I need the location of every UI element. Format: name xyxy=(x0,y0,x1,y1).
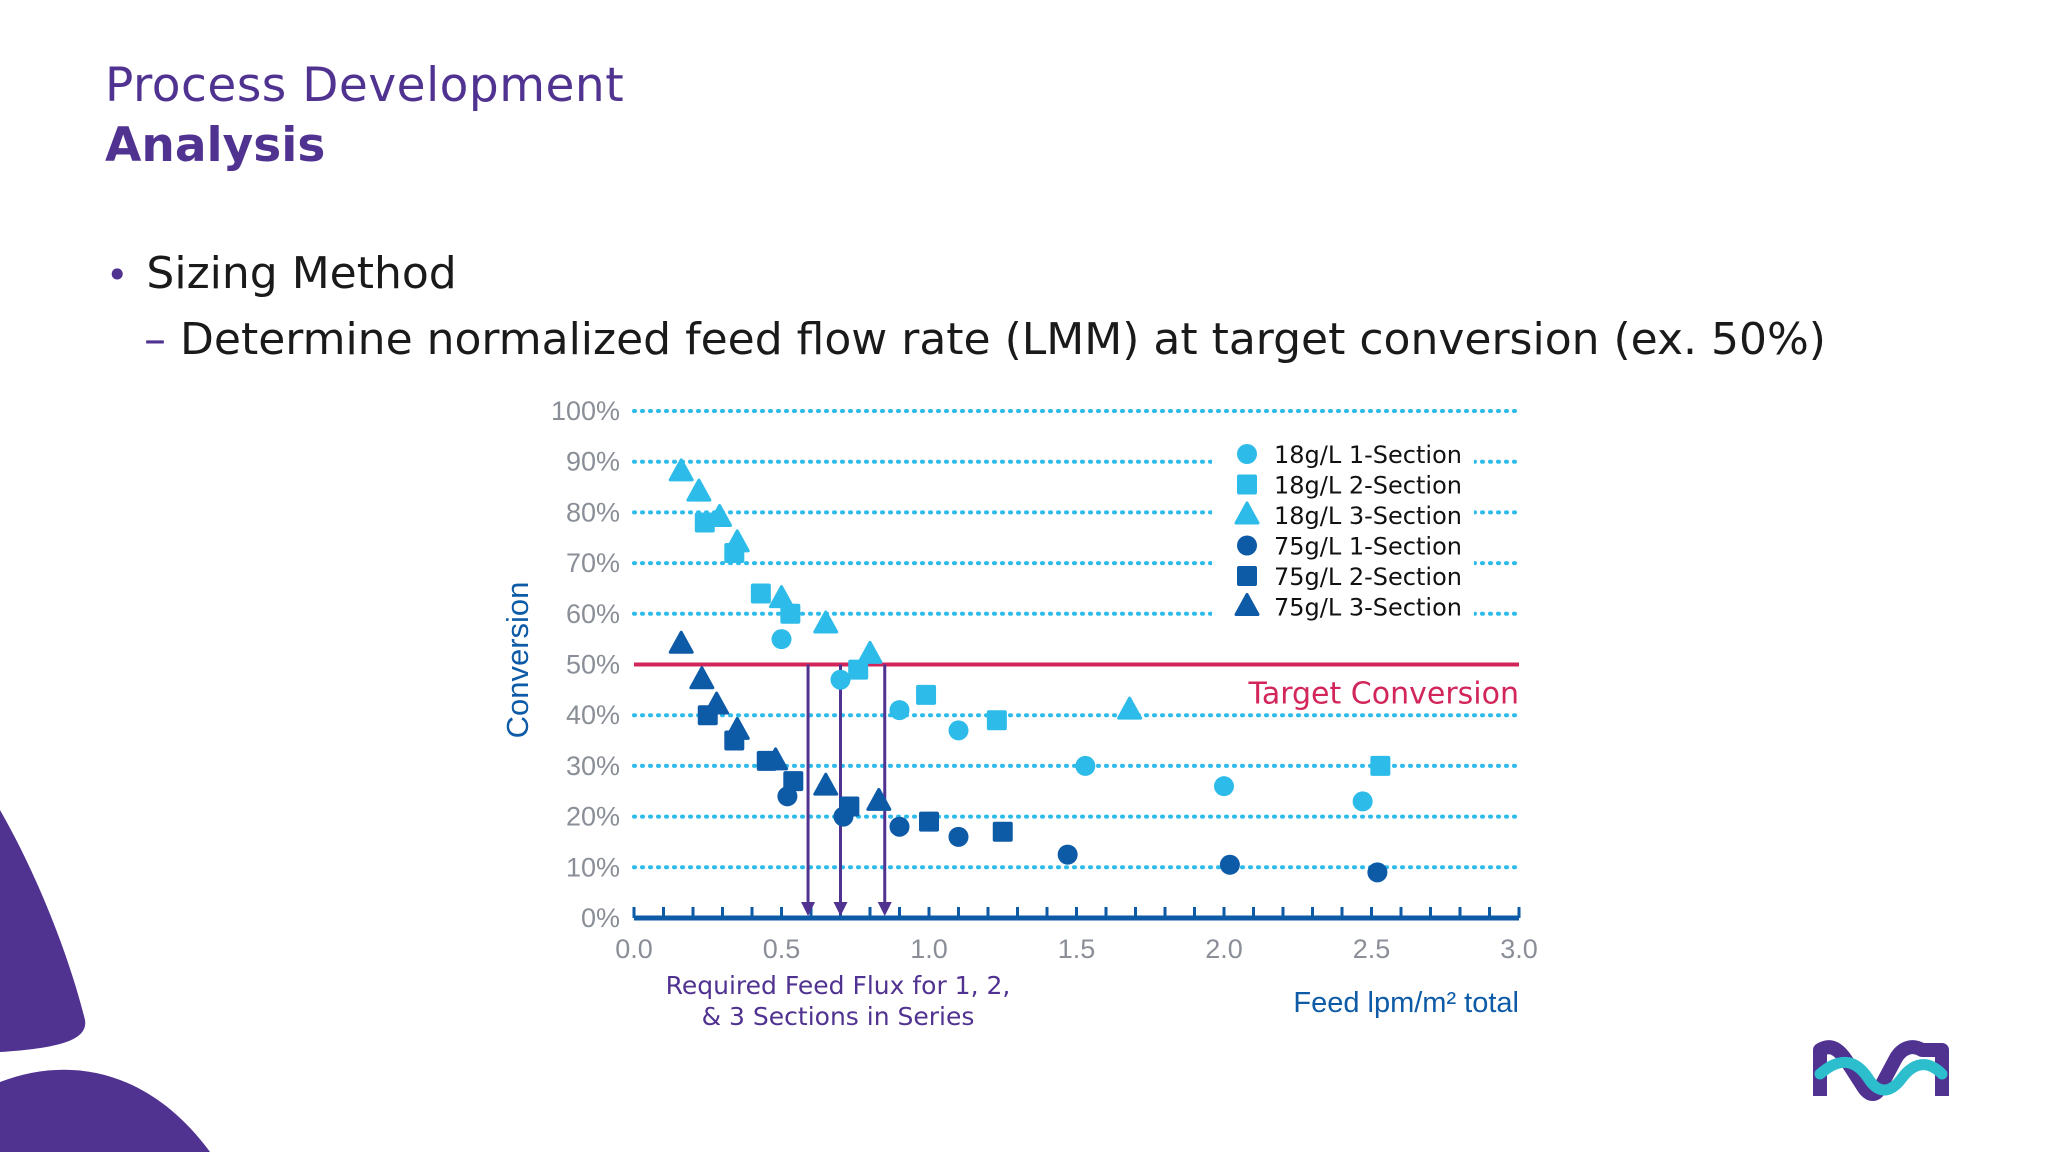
purple-wave-shape-bottom xyxy=(0,1069,210,1152)
data-point-triangle xyxy=(813,772,839,796)
y-tick-label: 90% xyxy=(566,447,620,477)
data-point-triangle xyxy=(813,610,839,634)
legend-marker-square xyxy=(1237,474,1257,495)
legend-label: 75g/L 2-Section xyxy=(1274,563,1462,591)
y-tick-label: 50% xyxy=(566,650,620,680)
data-point-square xyxy=(916,684,937,705)
data-point-circle xyxy=(1367,862,1388,883)
bullet-text: Sizing Method xyxy=(146,248,457,299)
annotation-line-2: & 3 Sections in Series xyxy=(702,1002,975,1031)
data-point-circle xyxy=(889,700,910,721)
data-point-triangle xyxy=(724,529,750,553)
y-tick-label: 70% xyxy=(566,548,620,578)
x-tick-label: 3.0 xyxy=(1500,934,1538,964)
data-points xyxy=(668,458,1391,883)
data-point-circle xyxy=(777,786,798,807)
target-line-group: Target Conversion xyxy=(634,662,1519,712)
data-point-triangle xyxy=(689,666,715,690)
required-flux-arrows xyxy=(801,664,892,916)
slide-title: Process Development xyxy=(105,58,625,113)
sub-bullet-text: Determine normalized feed flow rate (LMM… xyxy=(180,314,1826,365)
x-axis: 0.0 0.5 1.0 1.5 2.0 2.5 3.0 xyxy=(615,907,1538,964)
legend-marker-circle xyxy=(1237,535,1257,556)
purple-wave-shape xyxy=(0,810,86,1052)
x-tick-label: 1.5 xyxy=(1058,934,1096,964)
data-point-square xyxy=(694,512,715,533)
data-point-circle xyxy=(1219,854,1240,875)
y-tick-label: 100% xyxy=(551,396,620,426)
data-point-square xyxy=(848,659,869,680)
data-point-triangle xyxy=(724,716,750,740)
data-point-triangle xyxy=(668,630,694,654)
legend-marker-triangle xyxy=(1234,593,1260,616)
data-point-circle xyxy=(889,816,910,837)
data-point-square xyxy=(919,811,939,832)
data-point-square xyxy=(780,603,801,624)
data-point-triangle xyxy=(686,478,712,502)
data-point-square xyxy=(783,771,804,792)
x-tick-label: 0.5 xyxy=(763,934,801,964)
x-axis-title: Feed lpm/m² total xyxy=(1293,987,1519,1019)
y-tick-label: 80% xyxy=(566,497,620,527)
legend-label: 18g/L 3-Section xyxy=(1274,502,1462,530)
data-point-circle xyxy=(1075,755,1096,776)
legend-label: 18g/L 1-Section xyxy=(1274,441,1462,469)
legend-marker-circle xyxy=(1237,444,1257,464)
x-tick-label: 2.5 xyxy=(1353,934,1391,964)
legend-label: 18g/L 2-Section xyxy=(1274,472,1462,500)
y-tick-label: 20% xyxy=(566,802,620,832)
data-point-circle xyxy=(1214,776,1234,797)
data-point-square xyxy=(1370,755,1391,776)
x-tick-label: 0.0 xyxy=(615,934,653,964)
y-tick-label: 40% xyxy=(566,700,620,730)
data-point-triangle xyxy=(1117,696,1143,720)
data-point-circle xyxy=(1057,844,1078,865)
data-point-triangle xyxy=(668,458,694,482)
annotation-line-1: Required Feed Flux for 1, 2, xyxy=(666,971,1011,1000)
legend-marker-square xyxy=(1237,566,1257,586)
data-point-triangle xyxy=(763,747,789,771)
data-point-square xyxy=(992,821,1013,842)
data-point-triangle xyxy=(769,585,794,609)
data-point-triangle xyxy=(707,503,733,527)
flux-arrow-head xyxy=(877,902,892,916)
data-point-circle xyxy=(830,669,851,690)
legend-marker-triangle xyxy=(1234,501,1260,525)
flux-arrow-head xyxy=(801,902,816,916)
y-axis-title: Conversion xyxy=(500,582,535,739)
y-tick-labels: 0% 10% 20% 30% 40% 50% 60% 70% 80% 90% 100% xyxy=(551,396,620,933)
x-tick-label: 1.0 xyxy=(910,934,948,964)
y-tick-label: 0% xyxy=(581,903,620,933)
data-point-circle xyxy=(948,826,969,847)
data-point-circle xyxy=(1352,791,1373,812)
flux-arrow-head xyxy=(833,902,848,916)
data-point-square xyxy=(986,710,1007,731)
legend-label: 75g/L 3-Section xyxy=(1274,594,1462,622)
data-point-triangle xyxy=(704,691,730,715)
dash-icon: – xyxy=(144,314,166,365)
legend-label: 75g/L 1-Section xyxy=(1274,533,1462,561)
data-point-triangle xyxy=(857,640,883,664)
data-point-circle xyxy=(948,720,969,741)
x-tick-label: 2.0 xyxy=(1205,934,1243,964)
data-point-square xyxy=(750,583,771,604)
y-tick-label: 10% xyxy=(566,852,620,882)
y-tick-label: 30% xyxy=(566,751,620,781)
data-point-triangle xyxy=(866,787,892,811)
data-point-circle xyxy=(771,629,792,650)
brand-logo-icon xyxy=(1813,1040,1949,1101)
target-conversion-label: Target Conversion xyxy=(1247,677,1519,712)
bullet-dot-icon: • xyxy=(106,253,129,297)
sub-bullet: – Determine normalized feed flow rate (LM… xyxy=(144,314,1826,365)
data-point-square xyxy=(839,796,860,817)
slide-subtitle: Analysis xyxy=(105,118,326,173)
y-tick-label: 60% xyxy=(566,599,620,629)
bullet-sizing-method: • Sizing Method xyxy=(106,248,457,299)
